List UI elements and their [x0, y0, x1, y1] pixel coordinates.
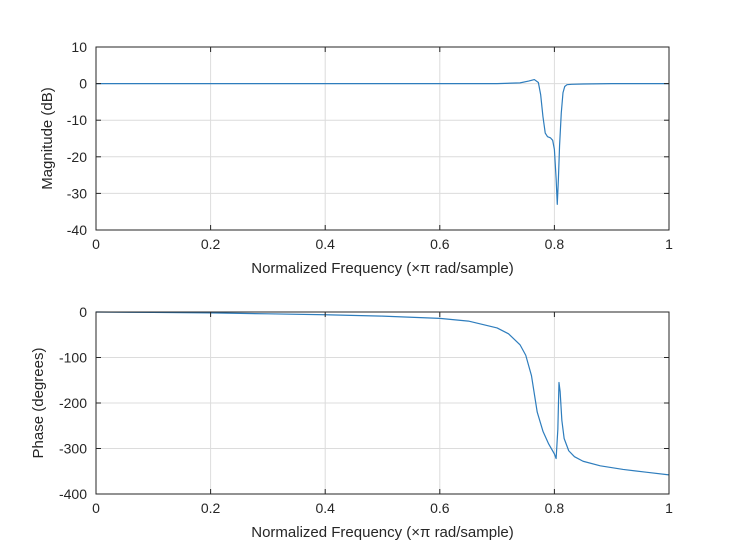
magnitude-x-tick-label: 0.4 — [315, 236, 335, 252]
magnitude-y-tick-label: -20 — [67, 149, 87, 165]
magnitude-y-tick-label: -40 — [67, 222, 87, 238]
magnitude-x-tick-label: 0.8 — [545, 236, 565, 252]
magnitude-y-tick-label: -10 — [67, 112, 87, 128]
phase-x-tick-label: 0.4 — [315, 500, 335, 516]
phase-y-axis-label: Phase (degrees) — [30, 348, 47, 459]
phase-y-tick-label: -400 — [59, 486, 87, 502]
magnitude-x-tick-label: 0.2 — [201, 236, 221, 252]
phase-x-axis-label: Normalized Frequency (×π rad/sample) — [251, 524, 514, 541]
magnitude-x-tick-label: 0.6 — [430, 236, 450, 252]
phase-y-tick-label: -100 — [59, 350, 87, 366]
magnitude-x-tick-label: 1 — [665, 236, 673, 252]
magnitude-axes-frame — [95, 46, 670, 231]
magnitude-x-tick-label: 0 — [92, 236, 100, 252]
phase-y-tick-label: -300 — [59, 441, 87, 457]
phase-series-line — [95, 311, 670, 476]
magnitude-y-axis-label: Magnitude (dB) — [39, 87, 56, 190]
magnitude-plot: 0 0.2 0.4 0.6 0.8 1 10 0 -10 -20 -30 -40 Normalized … — [39, 39, 673, 277]
phase-y-tick-label: 0 — [79, 304, 87, 320]
phase-x-tick-label: 0 — [92, 500, 100, 516]
phase-x-tick-label: 1 — [665, 500, 673, 516]
phase-x-tick-label: 0.2 — [201, 500, 221, 516]
phase-plot: 0 0.2 0.4 0.6 0.8 1 0 -100 -200 -300 -400 Normalize… — [30, 304, 673, 541]
magnitude-y-tick-label: 10 — [71, 39, 87, 55]
magnitude-series-line — [96, 78, 669, 205]
magnitude-plot-area — [96, 47, 669, 230]
phase-y-tick-label: -200 — [59, 395, 87, 411]
magnitude-y-tick-label: -30 — [67, 185, 87, 201]
magnitude-x-axis-label: Normalized Frequency (×π rad/sample) — [251, 260, 514, 277]
magnitude-y-tick-label: 0 — [79, 76, 87, 92]
phase-x-tick-label: 0.8 — [545, 500, 565, 516]
phase-x-tick-label: 0.6 — [430, 500, 450, 516]
